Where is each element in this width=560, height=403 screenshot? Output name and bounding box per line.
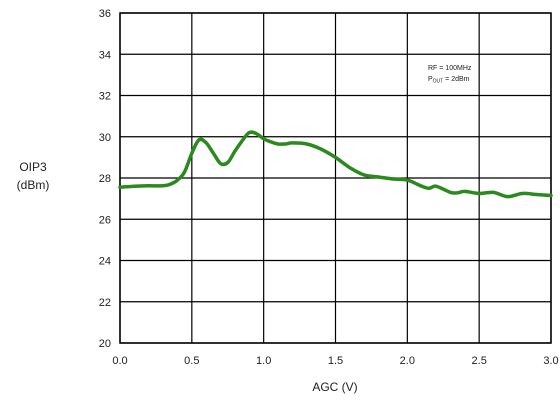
x-tick-labels: 0.0 0.5 1.0 1.5 2.0 2.5 3.0: [112, 355, 558, 367]
y-tick-label: 32: [99, 91, 111, 103]
y-axis-label-line1: OIP3: [19, 160, 47, 174]
x-tick-label: 1.0: [256, 355, 271, 367]
y-tick-label: 20: [99, 338, 111, 350]
y-tick-label: 26: [99, 214, 111, 226]
annotation-rf: RF = 100MHz: [428, 65, 472, 72]
annotation-pout-rest: = 2dBm: [443, 76, 469, 83]
y-tick-label: 22: [99, 297, 111, 309]
annotation-pout: POUT = 2dBm: [428, 76, 470, 85]
y-tick-label: 34: [99, 49, 111, 61]
grid-lines: [119, 12, 552, 344]
y-tick-label: 36: [99, 8, 111, 20]
y-tick-label: 28: [99, 173, 111, 185]
plot-area-border: [119, 12, 552, 344]
y-tick-label: 30: [99, 132, 111, 144]
series-layer: [118, 130, 553, 199]
x-tick-label: 2.0: [400, 355, 415, 367]
x-tick-label: 0.5: [184, 355, 199, 367]
annotation-pout-main: P: [428, 76, 433, 83]
y-tick-labels: 20 22 24 26 28 30 32 34 36: [99, 8, 111, 350]
series-line-oip3: [118, 130, 553, 199]
annotation-pout-sub: OUT: [433, 79, 444, 85]
x-tick-label: 0.0: [112, 355, 127, 367]
x-axis-label: AGC (V): [312, 380, 357, 394]
y-tick-label: 24: [99, 256, 111, 268]
x-tick-label: 1.5: [328, 355, 343, 367]
y-axis-label-line2: (dBm): [17, 178, 50, 192]
x-tick-label: 3.0: [543, 355, 558, 367]
x-tick-label: 2.5: [472, 355, 487, 367]
